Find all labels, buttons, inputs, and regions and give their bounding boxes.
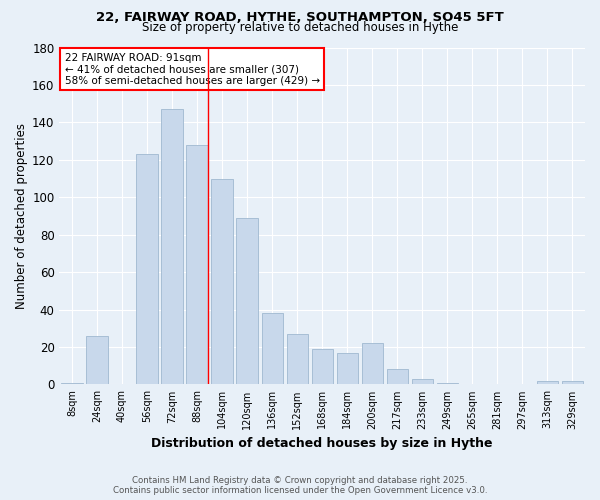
Bar <box>362 344 383 384</box>
Bar <box>161 110 182 384</box>
Bar <box>211 178 233 384</box>
Bar <box>187 145 208 384</box>
Bar <box>337 352 358 384</box>
Bar <box>311 349 333 384</box>
Bar <box>386 370 408 384</box>
Bar <box>236 218 258 384</box>
Bar <box>412 379 433 384</box>
Text: 22, FAIRWAY ROAD, HYTHE, SOUTHAMPTON, SO45 5FT: 22, FAIRWAY ROAD, HYTHE, SOUTHAMPTON, SO… <box>96 11 504 24</box>
Bar <box>61 382 83 384</box>
Bar <box>437 382 458 384</box>
Bar <box>562 380 583 384</box>
Bar <box>86 336 107 384</box>
Bar <box>287 334 308 384</box>
Bar <box>136 154 158 384</box>
Bar <box>262 314 283 384</box>
Bar <box>537 380 558 384</box>
Text: 22 FAIRWAY ROAD: 91sqm
← 41% of detached houses are smaller (307)
58% of semi-de: 22 FAIRWAY ROAD: 91sqm ← 41% of detached… <box>65 52 320 86</box>
Text: Size of property relative to detached houses in Hythe: Size of property relative to detached ho… <box>142 21 458 34</box>
Text: Contains HM Land Registry data © Crown copyright and database right 2025.
Contai: Contains HM Land Registry data © Crown c… <box>113 476 487 495</box>
X-axis label: Distribution of detached houses by size in Hythe: Distribution of detached houses by size … <box>151 437 493 450</box>
Y-axis label: Number of detached properties: Number of detached properties <box>15 123 28 309</box>
